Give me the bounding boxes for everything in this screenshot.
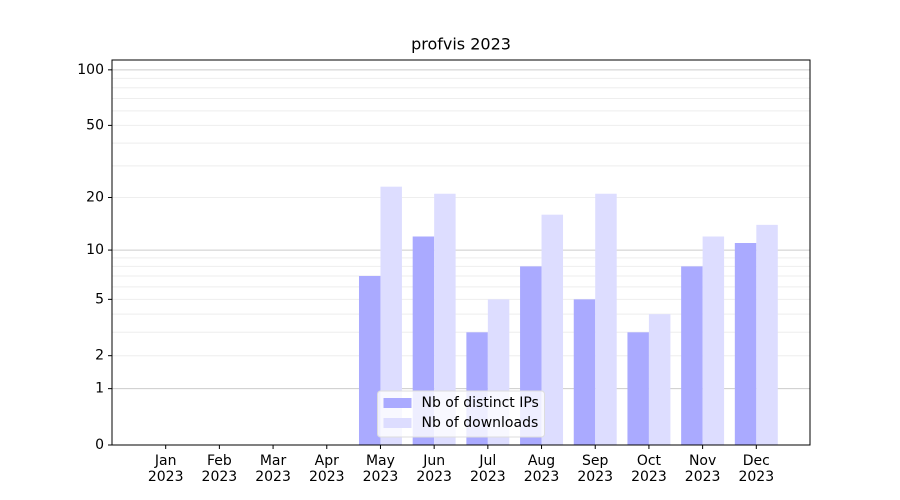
x-tick-label: Jun 2023: [416, 453, 452, 485]
x-tick-label: Jul 2023: [470, 453, 506, 485]
y-tick-label: 100: [77, 62, 104, 78]
bar: [380, 186, 402, 446]
x-tick-label: Dec 2023: [738, 453, 775, 485]
bar: [648, 314, 671, 445]
x-tick-label: Nov 2023: [684, 453, 721, 485]
legend-label: Nb of downloads: [422, 415, 539, 431]
legend-box: [377, 390, 545, 438]
bar: [595, 193, 617, 445]
x-tick-label: Feb 2023: [201, 453, 238, 485]
y-tick-label: 0: [95, 437, 104, 453]
bar: [702, 236, 725, 445]
legend-swatch: [383, 398, 412, 408]
y-tick-label: 50: [86, 117, 104, 133]
x-tick-label: Oct 2023: [631, 453, 667, 485]
y-tick-label: 1: [95, 381, 104, 397]
y-tick-label: 20: [86, 190, 104, 206]
bar: [541, 214, 564, 445]
bar: [734, 243, 757, 445]
y-tick-label: 10: [86, 242, 104, 258]
x-tick-label: Sep 2023: [577, 453, 614, 485]
bar: [358, 275, 381, 445]
bar: [756, 224, 778, 445]
plot-frame: [111, 59, 811, 446]
legend-label: Nb of distinct IPs: [422, 395, 539, 411]
x-tick-label: Mar 2023: [255, 453, 291, 485]
x-tick-label: Apr 2023: [308, 453, 345, 485]
legend: Nb of distinct IPs Nb of downloads: [377, 390, 545, 438]
legend-swatch: [383, 418, 412, 428]
x-tick-label: Jan 2023: [147, 453, 184, 485]
bar: [681, 266, 703, 445]
chart-title: profvis 2023: [411, 35, 511, 54]
bar: [573, 299, 596, 445]
bar: [434, 193, 456, 445]
x-tick-label: May 2023: [362, 453, 399, 485]
bar: [627, 332, 649, 445]
y-tick-label: 5: [95, 291, 104, 307]
y-tick-label: 2: [95, 348, 104, 364]
x-tick-label: Aug 2023: [523, 453, 560, 485]
